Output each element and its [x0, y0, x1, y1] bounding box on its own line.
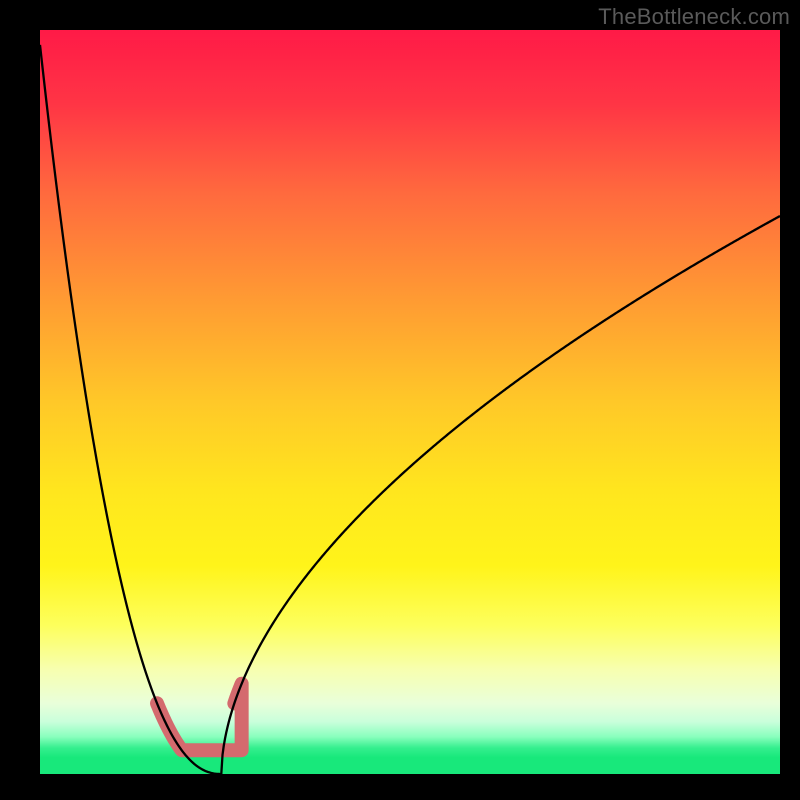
plot-background: [40, 30, 780, 774]
watermark-text: TheBottleneck.com: [598, 4, 790, 30]
bottleneck-chart: [0, 0, 800, 800]
